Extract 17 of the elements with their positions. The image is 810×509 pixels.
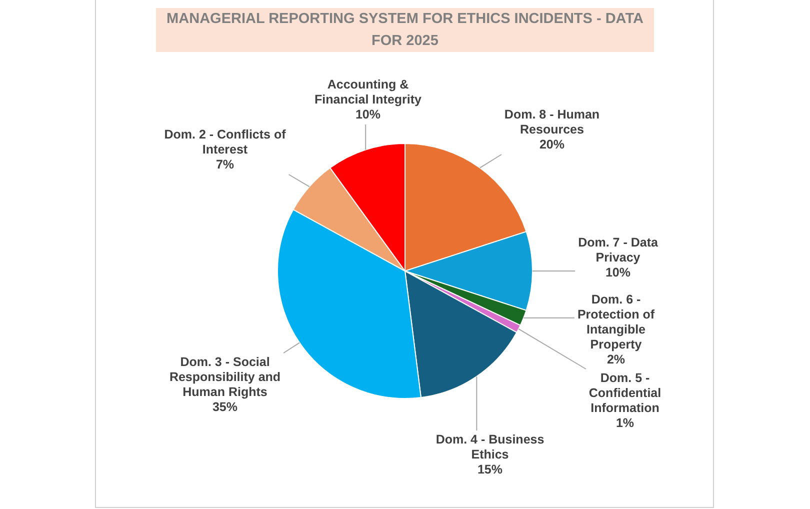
slice-label: Dom. 8 - Human Resources [504,107,600,136]
data-label: 1% [616,416,634,430]
slice-label: Dom. 6 - Protection of Intangible Property [577,292,656,352]
slice-label: Dom. 2 - Conflicts of Interest [164,127,287,156]
data-label: 7% [216,157,234,172]
slice-label: Dom. 5 - Confidential Information [588,370,662,415]
slice-label: Dom. 7 - Data Privacy [578,235,659,264]
slice-label: Accounting & Financial Integrity [314,77,422,106]
data-label: 35% [212,400,238,414]
data-label: 15% [477,462,503,476]
slice-label: Dom. 4 - Business Ethics [436,432,544,462]
slice-label: Dom. 3 - Social Responsibility and Human Rights [169,354,281,399]
data-label: 10% [355,107,381,122]
data-label: 2% [606,352,626,366]
data-label: 20% [539,137,565,152]
data-label: 10% [605,265,631,280]
chart-title: MANAGERIAL REPORTING SYSTEM FOR ETHICS INCIDENTS - DATA FOR 2025 [156,8,654,52]
